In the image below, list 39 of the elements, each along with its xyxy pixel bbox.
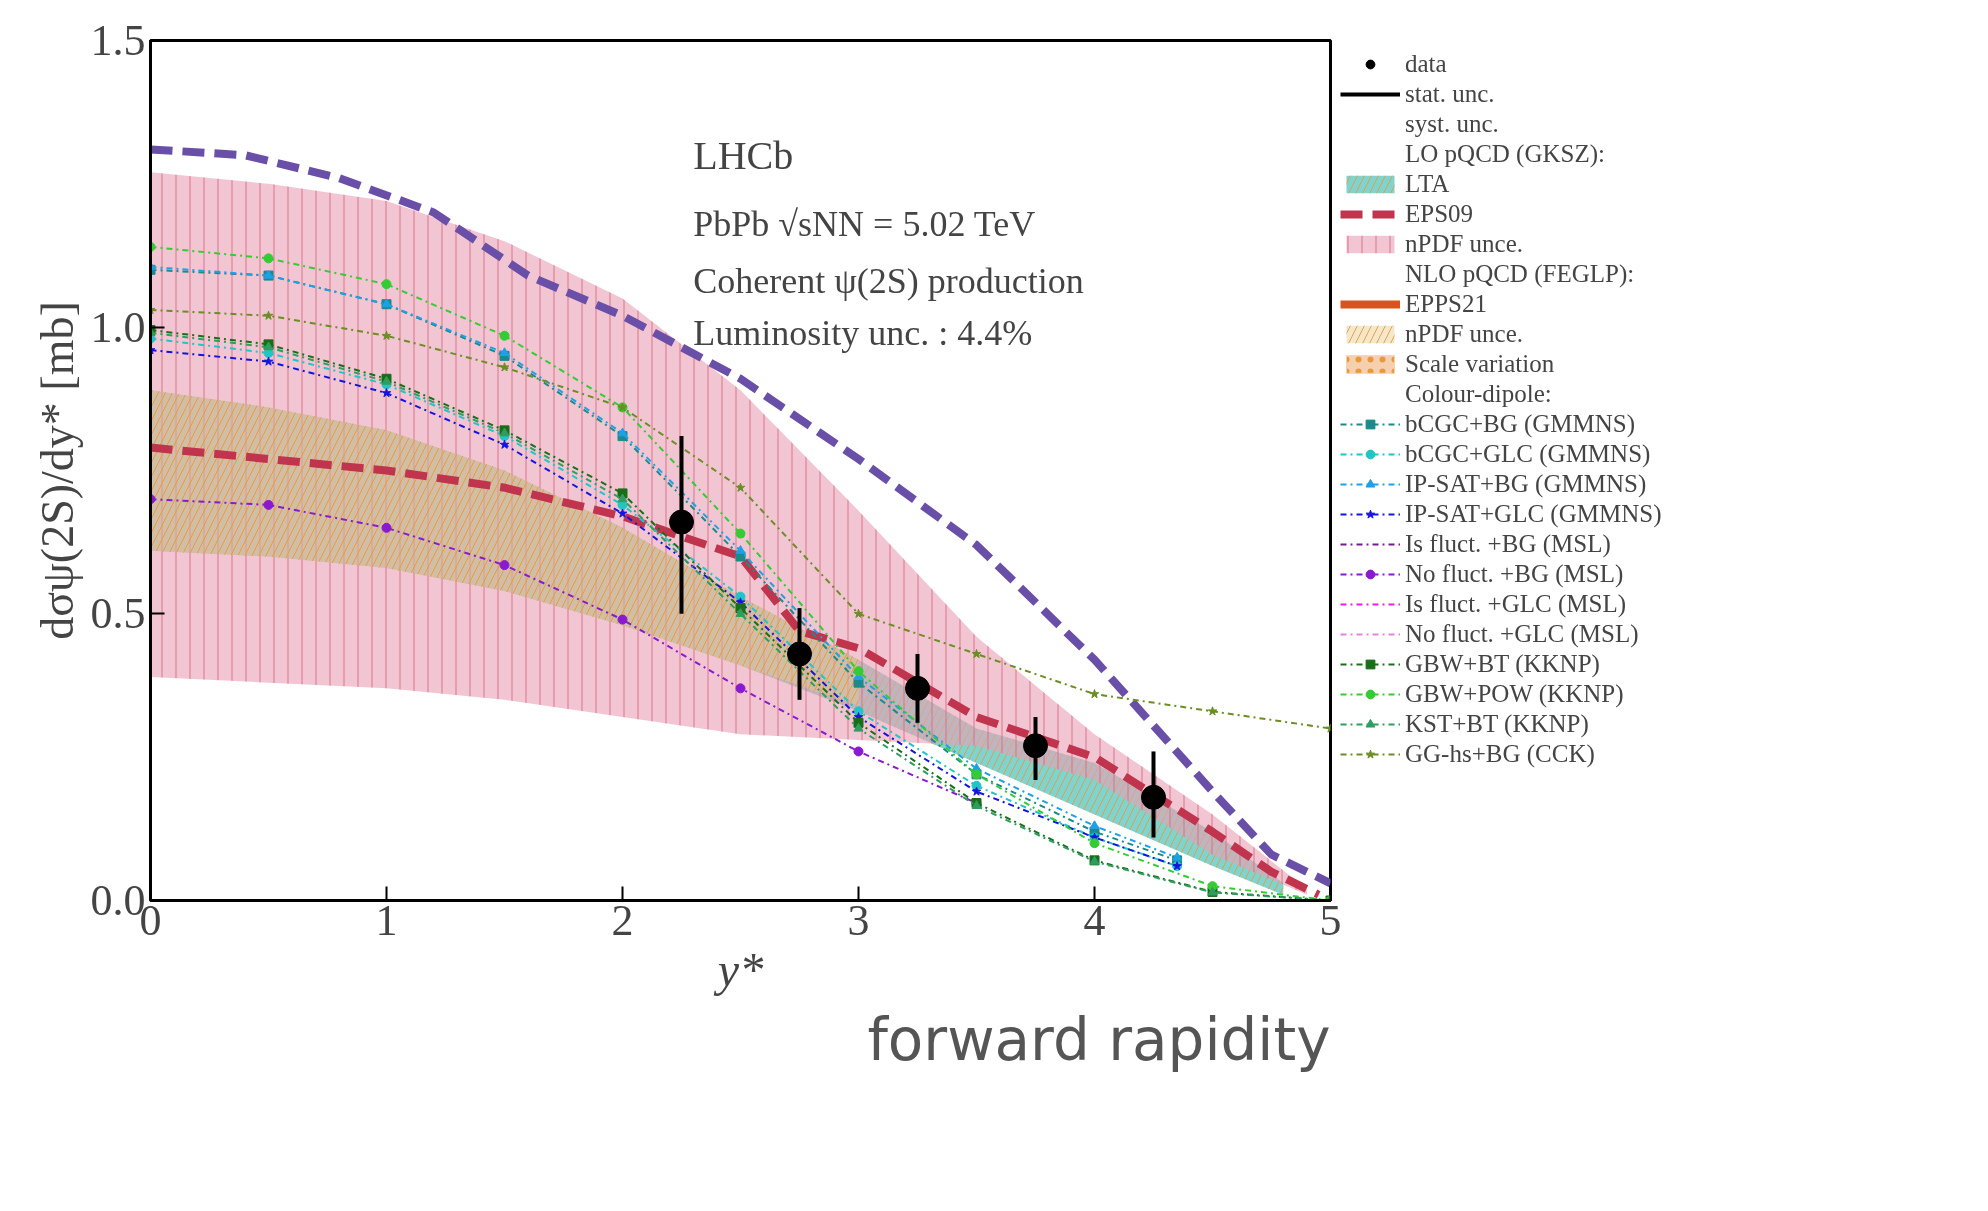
text: NLO pQCD (FEGLP):	[1405, 260, 1635, 288]
legend-label: IP-SAT+GLC (GMMNS)	[1405, 500, 1662, 528]
x-tick-label: 5	[1319, 895, 1342, 945]
legend-label: GG-hs+BG (CCK)	[1405, 740, 1595, 768]
text: forward rapidity	[867, 1005, 1331, 1074]
legend-label: Is fluct. +BG (MSL)	[1405, 530, 1611, 558]
text: Colour-dipole:	[1405, 380, 1552, 408]
annotation: PbPb √sNN = 5.02 TeV	[693, 203, 1036, 244]
y-axis-title: dσψ(2S)/dy* [mb]	[31, 301, 83, 640]
legend-label: IP-SAT+BG (GMMNS)	[1405, 470, 1647, 498]
y-tick-label: 1.0	[90, 302, 146, 352]
legend-label: nPDF unce.	[1405, 230, 1524, 258]
legend-label: KST+BT (KKNP)	[1405, 710, 1589, 738]
legend-label: No fluct. +GLC (MSL)	[1405, 620, 1639, 648]
x-tick-label: 2	[611, 895, 634, 945]
annotation: Coherent ψ(2S) production	[693, 261, 1084, 302]
text: syst. unc.	[1405, 110, 1499, 138]
legend-label: nPDF unce.	[1405, 320, 1524, 348]
x-tick-label: 3	[847, 895, 870, 945]
x-tick-label: 1	[375, 895, 398, 945]
annotation: Luminosity unc. : 4.4%	[693, 312, 1033, 353]
text: stat. unc.	[1405, 80, 1495, 108]
legend-label: bCGC+BG (GMMNS)	[1405, 410, 1636, 438]
legend-label: GBW+BT (KKNP)	[1405, 650, 1600, 678]
legend-label: data	[1405, 50, 1447, 78]
legend-label: EPPS21	[1405, 290, 1487, 318]
x-axis-title: y*	[712, 942, 764, 996]
x-tick-label: 4	[1083, 895, 1106, 945]
annotation: LHCb	[693, 132, 794, 178]
legend-label: No fluct. +BG (MSL)	[1405, 560, 1624, 588]
legend-label: GBW+POW (KKNP)	[1405, 680, 1624, 708]
y-tick-label: 1.5	[90, 16, 146, 65]
legend-label: bCGC+GLC (GMMNS)	[1405, 440, 1651, 468]
legend-label: Is fluct. +GLC (MSL)	[1405, 590, 1627, 618]
legend-label: LTA	[1405, 170, 1450, 198]
legend-label: Scale variation	[1405, 350, 1555, 378]
y-tick-label: 0.5	[90, 589, 146, 639]
text: LO pQCD (GKSZ):	[1405, 140, 1605, 168]
legend-label: EPS09	[1405, 200, 1474, 228]
